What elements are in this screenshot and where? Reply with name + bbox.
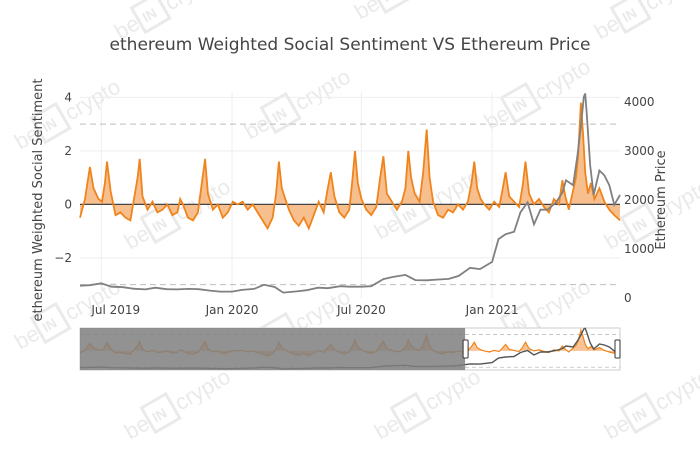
- watermark-text-left: be: [120, 410, 154, 444]
- watermark-text-right: crypto: [60, 274, 124, 326]
- watermark-bracket-icon: [609, 0, 652, 35]
- watermark-text-right: crypto: [160, 0, 224, 15]
- watermark-bracket-icon: [139, 201, 182, 245]
- slider-right-handle[interactable]: [614, 339, 621, 359]
- gridlines: [80, 92, 620, 298]
- y-tick-label: 4: [64, 90, 72, 104]
- watermark-bracket-icon: [29, 301, 72, 345]
- y2-axis-title: Ethereum Price: [654, 150, 669, 249]
- slider-unselected-mask: [80, 328, 466, 370]
- watermark-text-mark: IN: [629, 405, 649, 426]
- watermark-text-right: crypto: [640, 0, 700, 15]
- watermark-text-right: crypto: [170, 364, 234, 416]
- watermark-text-mark: IN: [379, 0, 399, 5]
- watermark-text-mark: IN: [509, 95, 529, 116]
- chart-title: ethereum Weighted Social Sentiment VS Et…: [110, 35, 591, 55]
- watermark-text-mark: IN: [139, 5, 159, 26]
- watermark-text-mark: IN: [629, 215, 649, 236]
- y2-tick-label: 0: [624, 291, 632, 305]
- watermark-layer: beINcryptobeINcryptobeINcryptobeINcrypto…: [10, 0, 700, 445]
- watermark-bracket-icon: [129, 0, 172, 35]
- watermark-text-left: be: [240, 110, 274, 144]
- watermark-bracket-icon: [499, 81, 542, 125]
- watermark-text-mark: IN: [619, 5, 639, 26]
- y2-tick-label: 2000: [624, 193, 655, 207]
- watermark-text-right: crypto: [420, 364, 484, 416]
- y-tick-label: 2: [64, 144, 72, 158]
- watermark-bracket-icon: [619, 391, 662, 435]
- range-slider[interactable]: [79, 327, 621, 371]
- x-tick-label: Jan 2021: [465, 303, 519, 317]
- watermark-text-mark: IN: [399, 405, 419, 426]
- watermark-bracket-icon: [259, 91, 302, 135]
- y-tick-label: 0: [64, 197, 72, 211]
- y2-tick-label: 3000: [624, 144, 655, 158]
- x-tick-label: Jul 2020: [336, 303, 386, 317]
- y2-tick-label: 4000: [624, 95, 655, 109]
- price-series-line: [79, 93, 621, 294]
- watermark-text-mark: IN: [149, 215, 169, 236]
- watermark-text-right: crypto: [290, 64, 354, 116]
- watermark-text-mark: IN: [39, 315, 59, 336]
- watermark-text-left: be: [600, 410, 634, 444]
- watermark-text-left: be: [590, 10, 624, 44]
- watermark-text-mark: IN: [399, 205, 419, 226]
- sentiment-series-line: [79, 102, 621, 231]
- axes: −2 0 2 4 0 1000 2000 3000 4000 Jul 2019 Jan 2020 Ju…: [54, 90, 654, 317]
- watermark-text-left: be: [120, 220, 154, 254]
- watermark-bracket-icon: [29, 101, 72, 145]
- x-tick-label: Jul 2019: [90, 303, 140, 317]
- watermark-text-mark: IN: [39, 115, 59, 136]
- watermark-text-left: be: [10, 320, 44, 354]
- watermark-bracket-icon: [619, 201, 662, 245]
- watermark-bracket-icon: [389, 391, 432, 435]
- watermark-text-mark: IN: [269, 105, 289, 126]
- watermark-text-right: crypto: [530, 274, 594, 326]
- watermark-text-right: crypto: [650, 364, 700, 416]
- reference-lines: [80, 123, 620, 286]
- slider-left-handle[interactable]: [462, 339, 469, 359]
- watermark-text-left: be: [370, 410, 404, 444]
- y-tick-label: −2: [54, 251, 72, 265]
- y2-tick-label: 1000: [624, 242, 655, 256]
- x-tick-label: Jan 2020: [205, 303, 259, 317]
- watermark-text-left: be: [370, 210, 404, 244]
- plot-area: [79, 93, 621, 294]
- y-axis-title: ethereum Weighted Social Sentiment: [31, 79, 46, 322]
- watermark-text-left: be: [480, 100, 514, 134]
- watermark-bracket-icon: [369, 0, 412, 15]
- watermark-text-left: be: [350, 0, 384, 24]
- watermark-text-mark: IN: [149, 405, 169, 426]
- watermark-bracket-icon: [139, 391, 182, 435]
